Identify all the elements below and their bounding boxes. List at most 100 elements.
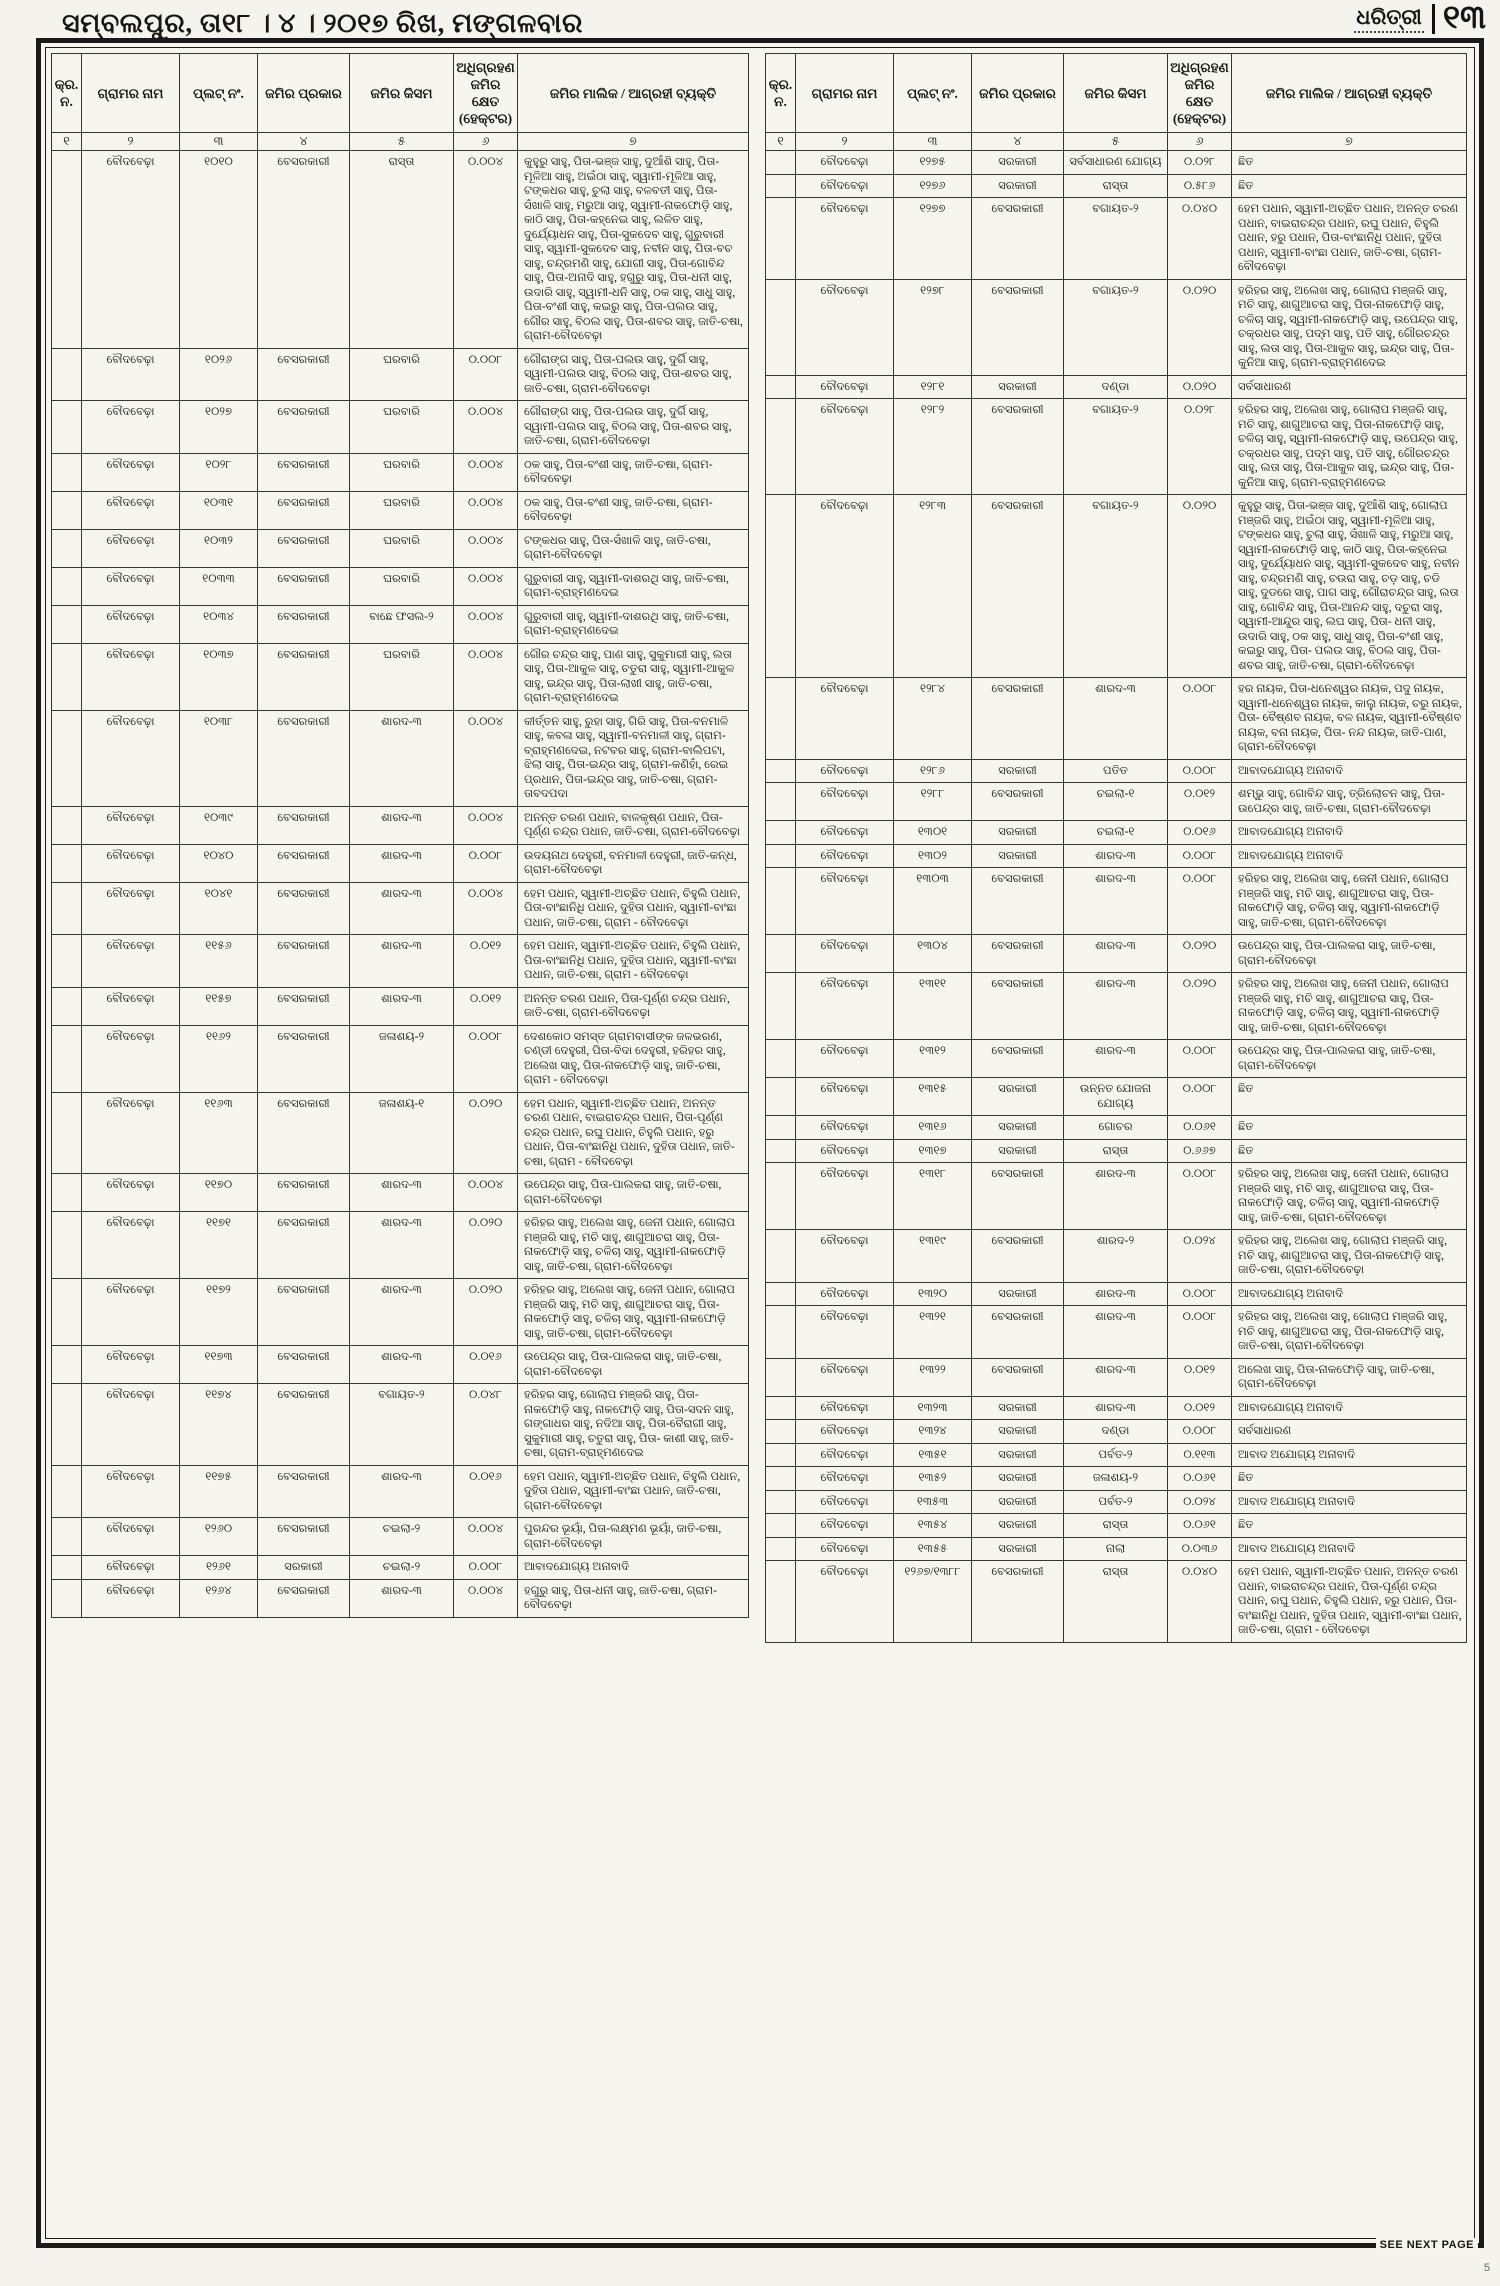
- owners-cell: ଆବାଦଯୋଗ୍ୟ ଅନାବାଦି: [517, 1555, 749, 1580]
- village-cell: ବୌଦବେଢ଼ା: [795, 150, 894, 175]
- header-village: ଗ୍ରାମର ନାମ: [795, 53, 894, 133]
- area-cell: ୦.୦୦୪: [453, 604, 518, 644]
- col-num: ୫: [349, 132, 454, 151]
- land-type-cell: ବେସରକାରୀ: [971, 1305, 1064, 1359]
- land-kind-cell: ସର୍ବସାଧାରଣ ଯୋଗ୍ୟ: [1063, 150, 1168, 175]
- serial-cell: [765, 677, 796, 760]
- land-table-left: କ୍ର. ନ. ଗ୍ରାମର ନାମ ପ୍ଲଟ୍ ନଂ. ଜମିର ପ୍ରକାର…: [51, 53, 749, 1618]
- village-cell: ବୌଦବେଢ଼ା: [81, 1173, 180, 1212]
- plot-number-cell: ୧୩୧୯: [893, 1229, 972, 1283]
- area-cell: ୦.୦୦୪: [453, 150, 518, 349]
- land-kind-cell: ଘରବାରି: [349, 642, 454, 711]
- village-cell: ବୌଦବେଢ଼ା: [795, 1466, 894, 1491]
- land-type-cell: ବେସରକାରୀ: [257, 1024, 350, 1093]
- village-cell: ବୌଦବେଢ଼ା: [795, 1305, 894, 1359]
- left-table-body: ବୌଦବେଢ଼ା ୧୦୧୦ ବେସରକାରୀ ରାସ୍ତା ୦.୦୦୪ କୁହୁ…: [51, 150, 749, 1618]
- owners-cell: ହରିହର ସାହୁ, ଅଲେଖ ସାହୁ, ଜେନୀ ପଧାନ, ଗୋଲାପ …: [1231, 972, 1467, 1040]
- village-cell: ବୌଦବେଢ଼ା: [795, 1115, 894, 1140]
- village-cell: ବୌଦବେଢ଼ା: [795, 1536, 894, 1561]
- area-cell: ୦.୦୨୦: [453, 1211, 518, 1279]
- land-type-cell: ବେସରକାରୀ: [971, 1357, 1064, 1397]
- serial-cell: [51, 1278, 82, 1346]
- land-type-cell: ବେସରକାରୀ: [257, 881, 350, 935]
- village-cell: ବୌଦବେଢ଼ା: [81, 642, 180, 711]
- land-kind-cell: ବଗାୟତ-୨: [1063, 494, 1168, 678]
- owners-cell: ଉପେନ୍ଦ୍ର ସାହୁ, ପିତା-ପାଲକରା ସାହୁ, ଜାତି-ଚଷ…: [517, 1345, 749, 1384]
- area-cell: ୦.୦୦୮: [453, 1555, 518, 1580]
- owners-cell: ହରିହର ସାହୁ, ଅଲେଖ ସାହୁ, ଗୋଲାପ ମଞ୍ଜରି ସାହୁ…: [1231, 1229, 1467, 1283]
- serial-cell: [51, 1345, 82, 1384]
- plot-number-cell: ୧୩୨୪: [893, 1419, 972, 1444]
- land-kind-cell: ଶାରଦ-୩: [349, 1464, 454, 1518]
- plot-number-cell: ୧୧୬୨: [179, 1024, 258, 1093]
- village-cell: ବୌଦବେଢ଼ା: [81, 986, 180, 1026]
- serial-cell: [765, 1138, 796, 1163]
- area-cell: ୦.୦୪୦: [1167, 197, 1232, 280]
- plot-number-cell: ୧୩୫୨: [893, 1466, 972, 1491]
- table-row: ବୌଦବେଢ଼ା ୧୩୦୨ ସରକାରୀ ଶାରଦ-୩ ୦.୦୦୮ ଆବାଦଯୋ…: [765, 843, 1467, 868]
- owners-cell: ହେମ ପଧାନ, ସ୍ୱାମୀ-ଅଚ୍ଛିତ ପଧାନ, ଚିହୁଲି ପଧା…: [517, 881, 749, 935]
- village-cell: ବୌଦବେଢ଼ା: [795, 1281, 894, 1306]
- table-row: ବୌଦବେଢ଼ା ୧୨୬୦ ବେସରକାରୀ ଚଇଲା-୨ ୦.୦୦୪ ପୁରନ…: [51, 1517, 749, 1556]
- header-village: ଗ୍ରାମର ନାମ: [81, 53, 180, 133]
- area-cell: ୦.୦୧୬: [453, 1345, 518, 1384]
- land-kind-cell: ନାଲା: [1063, 1536, 1168, 1561]
- land-type-cell: ବେସରକାରୀ: [257, 1345, 350, 1384]
- table-row: ବୌଦବେଢ଼ା ୧୨୮୩ ବେସରକାରୀ ବଗାୟତ-୨ ୦.୦୨୦ କୁହ…: [765, 494, 1467, 678]
- area-cell: ୦.୦୧୬: [453, 1464, 518, 1518]
- land-kind-cell: ବଗାୟତ-୨: [1063, 278, 1168, 376]
- owners-cell: କୁହୁରୁ ସାହୁ, ପିତା-ଭଞ୍ଜ ସାହୁ, ଦୁଆଁଶି ସାହୁ…: [1231, 494, 1467, 678]
- table-row: ବୌଦବେଢ଼ା ୧୨୬୪ ବେସରକାରୀ ଶାରଦ-୩ ୦.୦୦୪ ହଗୁର…: [51, 1578, 749, 1618]
- area-cell: ୦.୦୪୦: [1167, 1560, 1232, 1643]
- serial-cell: [765, 278, 796, 376]
- header-type: ଜମିର ପ୍ରକାର: [257, 53, 350, 133]
- area-cell: ୦.୦୦୪: [453, 709, 518, 807]
- land-kind-cell: ଶାରଦ-୩: [349, 881, 454, 935]
- owners-cell: ଠକ ସାହୁ, ପିତା-ବଂଶୀ ସାହୁ, ଜାତି-ଚଷା, ଗ୍ରାମ…: [517, 452, 749, 492]
- land-kind-cell: ଶାରଦ-୩: [1063, 1305, 1168, 1359]
- owners-cell: ଛିତ: [1231, 173, 1467, 198]
- serial-cell: [51, 805, 82, 845]
- table-row: ବୌଦବେଢ଼ା ୧୧୭୫ ବେସରକାରୀ ଶାରଦ-୩ ୦.୦୧୬ ହେମ …: [51, 1464, 749, 1518]
- table-row: ବୌଦବେଢ଼ା ୧୩୨୦ ସରକାରୀ ଶାରଦ-୩ ୦.୦୦୮ ଆବାଦଯୋ…: [765, 1281, 1467, 1306]
- plot-number-cell: ୧୨୮୩: [893, 494, 972, 678]
- owners-cell: ହରିହର ସାହୁ, ଅଲେଖ ସାହୁ, ଗୋଲାପ ମଞ୍ଜରି ସାହୁ…: [1231, 1305, 1467, 1359]
- table-row: ବୌଦବେଢ଼ା ୧୧୭୦ ବେସରକାରୀ ଶାରଦ-୩ ୦.୦୦୪ ଉପେନ…: [51, 1173, 749, 1212]
- plot-number-cell: ୧୦୩୭: [179, 642, 258, 711]
- right-table-body: ବୌଦବେଢ଼ା ୧୨୭୫ ସରକାରୀ ସର୍ବସାଧାରଣ ଯୋଗ୍ୟ ୦.…: [765, 150, 1467, 1643]
- serial-cell: [51, 881, 82, 935]
- serial-cell: [51, 1383, 82, 1466]
- owners-cell: ହରିହର ସାହୁ, ଅଲେଖ ସାହୁ, ଜେନୀ ପଧାନ, ଗୋଲାପ …: [517, 1211, 749, 1279]
- table-row: ବୌଦବେଢ଼ା ୧୩୫୩ ସରକାରୀ ପର୍ବତ-୨ ୦.୦୨୪ ଆବାଦ …: [765, 1489, 1467, 1514]
- table-row: ବୌଦବେଢ଼ା ୧୩୫୨ ସରକାରୀ ଜଳାଶୟ-୨ ୦.୦୬୧ ଛିତ: [765, 1466, 1467, 1491]
- serial-cell: [765, 934, 796, 973]
- table-row: ବୌଦବେଢ଼ା ୧୦୩୮ ବେସରକାରୀ ଶାରଦ-୩ ୦.୦୦୪ କୀର୍…: [51, 709, 749, 807]
- land-kind-cell: ଜଳାଶୟ-୨: [1063, 1466, 1168, 1491]
- land-kind-cell: ଶାରଦ-୩: [349, 805, 454, 845]
- serial-cell: [765, 843, 796, 868]
- land-kind-cell: ବଗାୟତ-୨: [1063, 197, 1168, 280]
- plot-number-cell: ୧୩୫୩: [893, 1489, 972, 1514]
- plot-number-cell: ୧୧୭୫: [179, 1464, 258, 1518]
- village-cell: ବୌଦବେଢ଼ା: [81, 1555, 180, 1580]
- owners-cell: ଉଦୟନାଥ ଦେହୁରୀ, ବନମାଳୀ ଦେହୁରୀ, ଜାତି-କନ୍ଧ,…: [517, 843, 749, 883]
- land-type-cell: ବେସରକାରୀ: [971, 972, 1064, 1040]
- plot-number-cell: ୧୩୫୧: [893, 1442, 972, 1467]
- content-frame: କ୍ର. ନ. ଗ୍ରାମର ନାମ ପ୍ଲଟ୍ ନଂ. ଜମିର ପ୍ରକାର…: [36, 38, 1484, 2248]
- masthead-logo: ଧରିତ୍ରୀ ୧୩: [1354, 2, 1486, 35]
- area-cell: ୦.୬୬୭: [1167, 1138, 1232, 1163]
- owners-cell: ସର୍ବସାଧାରଣ: [1231, 374, 1467, 399]
- land-kind-cell: ଶାରଦ-୩: [1063, 677, 1168, 760]
- land-kind-cell: ଘରବାରି: [349, 347, 454, 401]
- land-type-cell: ବେସରକାରୀ: [971, 1229, 1064, 1283]
- land-type-cell: ବେସରକାରୀ: [257, 1211, 350, 1279]
- owners-cell: ଆବାଦଯୋଗ୍ୟ ଅନାବାଦି: [1231, 1395, 1467, 1420]
- plot-number-cell: ୧୧୭୨: [179, 1278, 258, 1346]
- table-row: ବୌଦବେଢ଼ା ୧୩୧୭ ସରକାରୀ ରାସ୍ତା ୦.୬୬୭ ଛିତ: [765, 1138, 1467, 1163]
- plot-number-cell: ୧୩୧୬: [893, 1115, 972, 1140]
- owners-cell: ପୁରନ୍ଦର ଭୂୟାଁ, ପିତା-ଲକ୍ଷ୍ମଣ ଭୂୟାଁ, ଜାତି-…: [517, 1517, 749, 1556]
- village-cell: ବୌଦବେଢ଼ା: [81, 347, 180, 401]
- table-row: ବୌଦବେଢ଼ା ୧୩୧୫ ସରକାରୀ ଉନ୍ନତ ଯୋଜନା ଯୋଗ୍ୟ ୦…: [765, 1077, 1467, 1116]
- area-cell: ୦.୦୦୪: [453, 1517, 518, 1556]
- village-cell: ବୌଦବେଢ଼ା: [795, 1489, 894, 1514]
